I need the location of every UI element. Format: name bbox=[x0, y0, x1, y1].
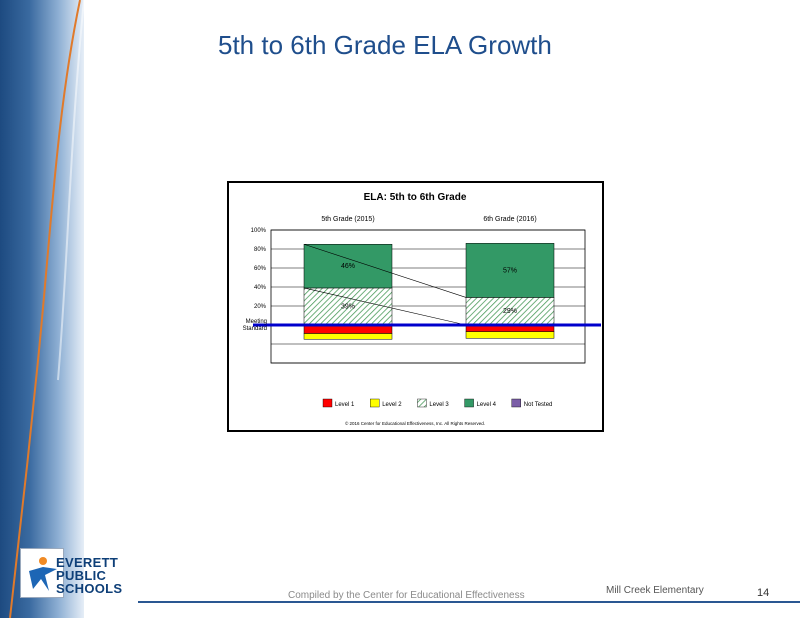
legend-label: Level 3 bbox=[429, 402, 449, 408]
connector-line bbox=[303, 243, 467, 298]
logo-line-2: PUBLIC bbox=[56, 568, 107, 583]
bar-level-2 bbox=[303, 333, 393, 340]
bar-level-3 bbox=[303, 287, 393, 326]
legend-label: Level 1 bbox=[335, 402, 355, 408]
ela-chart: ELA: 5th to 6th Grade © 2016 Center for … bbox=[243, 192, 601, 426]
legend-swatch bbox=[464, 398, 474, 408]
logo-line-1: EVERETT bbox=[56, 555, 119, 570]
chart-title: ELA: 5th to 6th Grade bbox=[364, 192, 467, 203]
chart-copyright: © 2016 Center for Educational Effectiven… bbox=[345, 420, 485, 426]
legend-swatch bbox=[511, 398, 521, 408]
category-label: 6th Grade (2016) bbox=[483, 216, 536, 223]
logo-figure-box bbox=[20, 548, 64, 598]
y-tick-label: 60% bbox=[254, 266, 267, 272]
y-tick-label: 80% bbox=[254, 247, 267, 253]
footer-rule bbox=[138, 601, 800, 603]
footer-credit: Compiled by the Center for Educational E… bbox=[288, 590, 525, 601]
y-tick-label: 20% bbox=[254, 304, 267, 310]
connector-line bbox=[303, 287, 467, 326]
footer-school: Mill Creek Elementary bbox=[606, 585, 704, 596]
data-label: 46% bbox=[341, 263, 355, 270]
bar-level-2 bbox=[465, 331, 555, 339]
data-label: 29% bbox=[503, 308, 517, 315]
sidebar-gradient bbox=[0, 0, 85, 618]
page-number: 14 bbox=[757, 587, 770, 599]
bar-level-4 bbox=[303, 244, 393, 289]
y-tick-label: 100% bbox=[251, 228, 267, 234]
y-tick-label: 40% bbox=[254, 285, 267, 291]
data-label: 57% bbox=[503, 267, 517, 274]
legend-label: Level 2 bbox=[382, 402, 402, 408]
legend-label: Level 4 bbox=[477, 402, 497, 408]
person-icon bbox=[29, 557, 57, 591]
meeting-standard-label: Meeting bbox=[246, 319, 267, 325]
category-label: 5th Grade (2015) bbox=[321, 216, 374, 223]
logo-line-3: SCHOOLS bbox=[56, 581, 123, 596]
sidebar-swoosh bbox=[9, 0, 85, 618]
legend-swatch bbox=[369, 398, 380, 408]
bar-level-4 bbox=[465, 243, 555, 298]
slide-title: 5th to 6th Grade ELA Growth bbox=[218, 30, 552, 60]
data-label: 39% bbox=[341, 303, 355, 310]
bar-level-3 bbox=[465, 297, 555, 326]
legend-label: Not Tested bbox=[524, 402, 553, 408]
meeting-standard-label: Standard bbox=[243, 326, 267, 332]
chart-frame: ELA: 5th to 6th Grade © 2016 Center for … bbox=[227, 181, 604, 432]
everett-logo: EVERETT PUBLIC SCHOOLS bbox=[20, 548, 130, 600]
legend-swatch bbox=[417, 398, 427, 408]
legend-swatch bbox=[322, 398, 333, 408]
logo-text: EVERETT PUBLIC SCHOOLS bbox=[56, 556, 122, 595]
